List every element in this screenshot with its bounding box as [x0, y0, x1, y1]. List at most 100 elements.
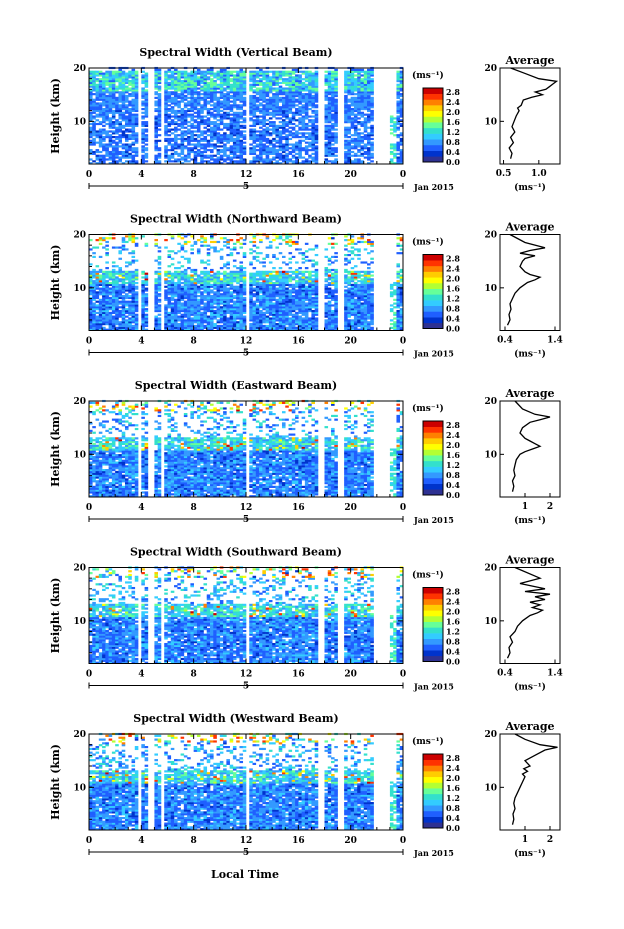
heatmap-cell — [118, 270, 123, 273]
heatmap-cell — [298, 85, 302, 88]
heatmap-cell — [344, 80, 348, 83]
heatmap-cell — [229, 108, 234, 111]
heatmap-cell — [177, 274, 181, 277]
heatmap-cell — [278, 70, 283, 73]
heatmap-cell — [334, 149, 338, 152]
heatmap-cell — [213, 317, 217, 320]
heatmap-cell — [128, 145, 132, 148]
heatmap-cell — [206, 285, 211, 288]
heatmap-cell — [216, 137, 221, 141]
heatmap-cell — [344, 78, 348, 81]
heatmap-cell — [200, 106, 204, 109]
heatmap-cell — [89, 306, 93, 309]
heatmap-cell — [210, 300, 214, 303]
heatmap-cell — [399, 156, 404, 159]
heatmap-cell — [232, 83, 237, 86]
heatmap-cell — [285, 121, 289, 124]
heatmap-cell — [327, 126, 332, 129]
heatmap-cell — [92, 80, 96, 83]
heatmap-cell — [121, 85, 126, 88]
heatmap-cell — [363, 136, 368, 139]
heatmap-cell — [102, 270, 106, 273]
heatmap-cell — [164, 109, 168, 113]
heatmap-cell — [229, 100, 234, 103]
heatmap-cell — [213, 309, 217, 313]
heatmap-cell — [275, 87, 280, 90]
heatmap-cell — [223, 145, 227, 148]
heatmap-cell — [98, 317, 103, 320]
heatmap-cell — [124, 308, 129, 311]
heatmap-cell — [174, 281, 178, 285]
heatmap-cell — [311, 126, 315, 129]
heatmap-cell — [223, 122, 227, 126]
heatmap-cell — [190, 147, 194, 150]
heatmap-cell — [268, 108, 273, 111]
heatmap-cell — [399, 94, 404, 98]
heatmap-cell — [242, 276, 247, 279]
heatmap-cell — [105, 83, 109, 86]
heatmap-cell — [275, 126, 280, 129]
heatmap-cell — [252, 74, 257, 77]
heatmap-cell — [275, 124, 280, 127]
heatmap-cell — [174, 109, 178, 113]
heatmap-cell — [216, 139, 221, 142]
heatmap-cell — [206, 328, 211, 331]
heatmap-cell — [157, 108, 162, 111]
heatmap-cell — [177, 96, 181, 99]
heatmap-cell — [223, 80, 227, 83]
heatmap-cell — [124, 149, 129, 152]
heatmap-cell — [399, 143, 404, 146]
heatmap-cell — [177, 94, 181, 98]
heatmap-cell — [249, 106, 253, 109]
heatmap-cell — [242, 291, 247, 294]
heatmap-cell — [216, 308, 221, 311]
heatmap-cell — [396, 72, 401, 75]
heatmap-cell — [396, 134, 401, 137]
heatmap-cell — [226, 242, 230, 245]
heatmap-cell — [134, 154, 139, 157]
heatmap-cell — [111, 156, 116, 159]
heatmap-cell — [389, 160, 394, 163]
heatmap-cell — [331, 128, 335, 131]
heatmap-cell — [92, 293, 96, 296]
heatmap-cell — [242, 81, 247, 85]
heatmap-cell — [121, 313, 126, 316]
heatmap-cell — [210, 134, 214, 137]
heatmap-cell — [89, 291, 93, 294]
heatmap-cell — [298, 80, 302, 83]
heatmap-cell — [124, 160, 129, 163]
heatmap-cell — [265, 72, 270, 75]
heatmap-cell — [157, 87, 162, 90]
heatmap-cell — [134, 281, 139, 285]
heatmap-cell — [157, 149, 162, 152]
heatmap-cell — [134, 106, 139, 109]
heatmap-cell — [278, 96, 283, 99]
heatmap-cell — [200, 132, 204, 135]
heatmap-cell — [223, 237, 227, 240]
heatmap-cell — [180, 137, 185, 141]
heatmap-cell — [141, 309, 145, 313]
heatmap-cell — [164, 111, 168, 114]
heatmap-cell — [92, 141, 96, 144]
heatmap-cell — [108, 76, 113, 79]
heatmap-cell — [226, 287, 230, 290]
heatmap-cell — [174, 91, 178, 94]
heatmap-cell — [327, 145, 332, 148]
heatmap-cell — [259, 70, 263, 73]
heatmap-cell — [134, 293, 139, 296]
heatmap-cell — [327, 106, 332, 109]
heatmap-cell — [187, 291, 191, 294]
heatmap-cell — [399, 76, 404, 79]
heatmap-cell — [105, 113, 109, 116]
heatmap-cell — [203, 130, 208, 133]
heatmap-cell — [255, 298, 260, 301]
heatmap-cell — [128, 237, 132, 240]
heatmap-cell — [134, 91, 139, 94]
heatmap-cell — [278, 134, 283, 137]
heatmap-cell — [134, 326, 139, 329]
heatmap-cell — [272, 98, 276, 101]
heatmap-cell — [370, 147, 374, 150]
heatmap-cell — [121, 87, 126, 90]
heatmap-cell — [252, 136, 257, 139]
heatmap-cell — [102, 283, 106, 286]
